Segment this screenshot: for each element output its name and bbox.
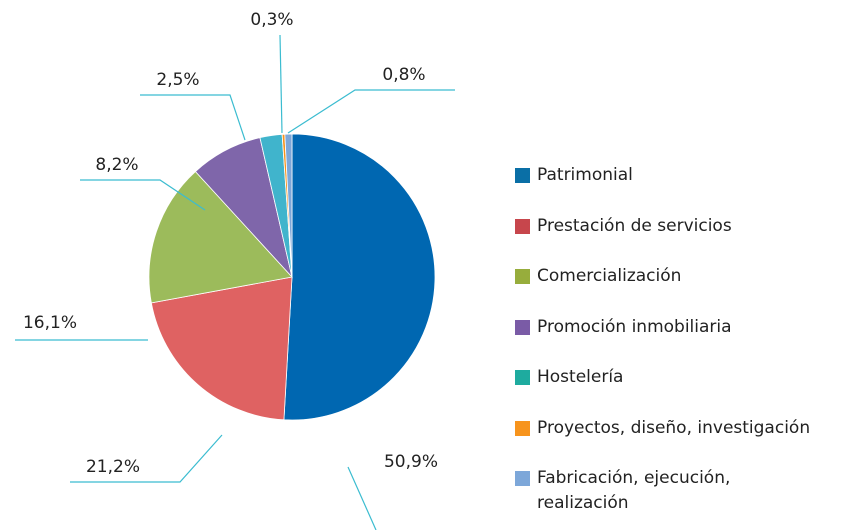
- legend-swatch: [515, 319, 530, 335]
- pie-slice: [148, 170, 293, 304]
- legend-label: Patrimonial: [537, 165, 633, 185]
- leader-line: [279, 34, 283, 134]
- legend-item: Promoción inmobiliaria: [515, 315, 835, 366]
- legend-item: Comercialización: [515, 264, 835, 315]
- data-label: 0,8%: [382, 65, 425, 85]
- legend-swatch: [515, 420, 530, 436]
- legend-swatch: [515, 471, 530, 486]
- legend-swatch: [515, 370, 530, 385]
- leader-line: [140, 94, 246, 141]
- legend-swatch: [515, 269, 530, 284]
- legend-label: Comercialización: [537, 266, 682, 286]
- legend-item: Proyectos, diseño, investigación: [515, 416, 835, 467]
- leader-line: [347, 466, 377, 530]
- leader-line: [80, 179, 206, 211]
- data-label: 0,3%: [250, 10, 293, 30]
- legend-swatch: [515, 168, 530, 183]
- data-label: 16,1%: [23, 313, 77, 333]
- legend-swatch: [515, 218, 530, 234]
- pie-slice: [150, 276, 293, 421]
- legend-label: Prestación de servicios: [537, 215, 732, 236]
- legend-item: Hostelería: [515, 365, 835, 416]
- pie-slice: [284, 133, 293, 278]
- leader-line: [70, 434, 223, 483]
- legend-label: Fabricación, ejecución, realización: [537, 468, 731, 513]
- legend-label: Proyectos, diseño, investigación: [537, 417, 811, 438]
- legend-label: Promoción inmobiliaria: [537, 316, 732, 337]
- leader-line: [287, 89, 455, 134]
- legend: Patrimonial Prestación de servicios Comerc…: [515, 163, 835, 517]
- data-label: 21,2%: [86, 457, 140, 477]
- pie-slice: [283, 133, 436, 421]
- data-label: 50,9%: [384, 452, 438, 472]
- legend-item: Patrimonial: [515, 163, 835, 214]
- legend-item: Fabricación, ejecución, realización: [515, 466, 835, 517]
- legend-label: Hostelería: [537, 367, 624, 387]
- data-label: 8,2%: [95, 155, 138, 175]
- legend-item: Prestación de servicios: [515, 214, 835, 265]
- data-label: 2,5%: [156, 70, 199, 90]
